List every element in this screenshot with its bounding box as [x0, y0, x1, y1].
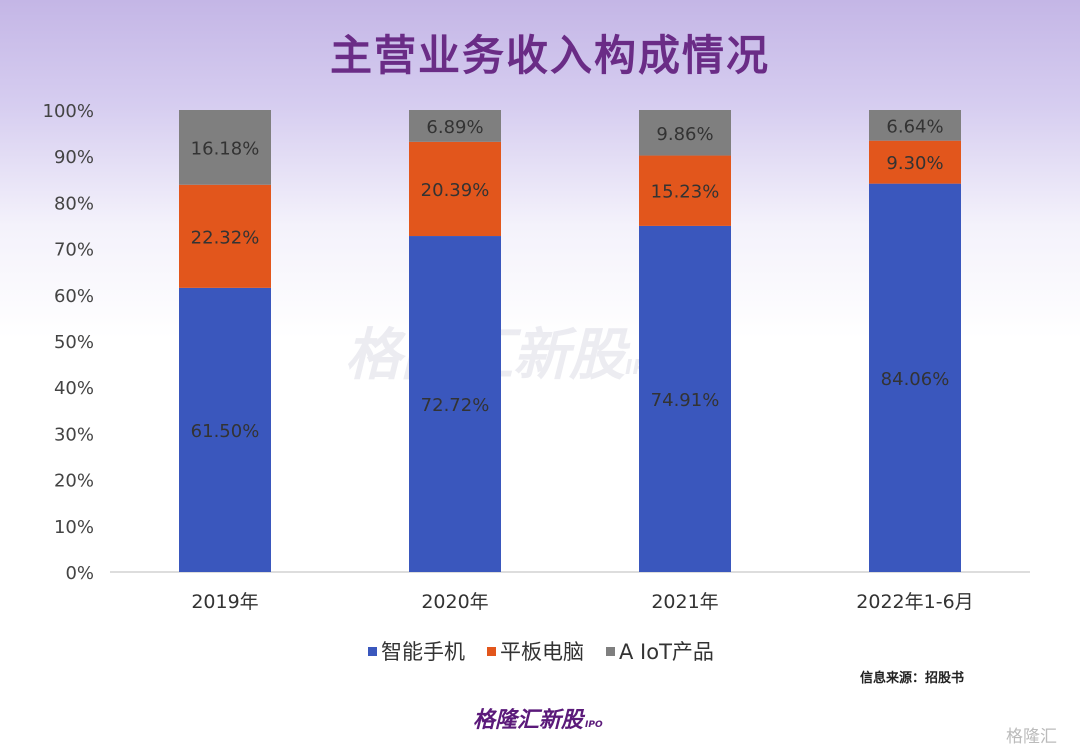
y-tick-label: 80% — [54, 193, 94, 214]
x-tick-label: 2021年 — [651, 591, 718, 613]
data-label: 61.50% — [191, 421, 260, 442]
bar-segment — [639, 155, 731, 226]
bar-segment — [639, 225, 731, 572]
x-tick-label: 2019年 — [191, 591, 258, 613]
y-tick-label: 20% — [54, 471, 94, 492]
bar-segment — [409, 236, 501, 572]
data-label: 22.32% — [191, 227, 260, 248]
chart-title: 主营业务收入构成情况 — [329, 31, 770, 80]
bar-segment — [409, 141, 501, 237]
data-label: 6.89% — [426, 117, 483, 138]
legend-swatch — [487, 646, 496, 656]
legend-item-smartphone: 智能手机 — [368, 636, 465, 666]
legend-item-tablet: 平板电脑 — [487, 636, 584, 666]
data-label: 9.86% — [656, 124, 713, 145]
bar-segment — [179, 110, 271, 185]
x-tick-label: 2020年 — [421, 591, 488, 613]
x-tick-label: 2022年1-6月 — [856, 591, 973, 613]
corner-watermark: 格隆汇 — [1006, 727, 1057, 747]
bar-segment — [869, 183, 961, 572]
bar-segment — [869, 140, 961, 184]
data-label: 74.91% — [651, 390, 720, 411]
bar-segment — [179, 184, 271, 288]
data-label: 84.06% — [881, 369, 950, 390]
legend-swatch — [368, 646, 377, 656]
bar-segment — [409, 110, 501, 142]
legend-item-aiot: A IoT产品 — [606, 636, 714, 666]
y-tick-label: 60% — [54, 286, 94, 307]
brand-logo: 格隆汇新股 IPO — [473, 708, 603, 733]
y-tick-label: 70% — [54, 240, 94, 261]
y-tick-label: 50% — [54, 332, 94, 353]
bar-segment — [869, 110, 961, 141]
data-label: 15.23% — [651, 182, 720, 203]
data-label: 6.64% — [886, 116, 943, 137]
bar-segment — [639, 110, 731, 156]
y-tick-label: 40% — [54, 378, 94, 399]
legend-swatch — [606, 646, 615, 656]
data-label: 72.72% — [421, 395, 490, 416]
legend: 智能手机 平板电脑 A IoT产品 — [368, 636, 714, 666]
bar-segment — [179, 287, 271, 572]
y-tick-label: 100% — [43, 101, 94, 122]
y-tick-label: 0% — [65, 563, 94, 584]
y-tick-label: 10% — [54, 517, 94, 538]
y-tick-label: 90% — [54, 147, 94, 168]
data-label: 16.18% — [191, 138, 260, 159]
data-label: 20.39% — [421, 180, 490, 201]
y-tick-label: 30% — [54, 424, 94, 445]
data-label: 9.30% — [886, 153, 943, 174]
source-note: 信息来源：招股书 — [860, 671, 965, 686]
